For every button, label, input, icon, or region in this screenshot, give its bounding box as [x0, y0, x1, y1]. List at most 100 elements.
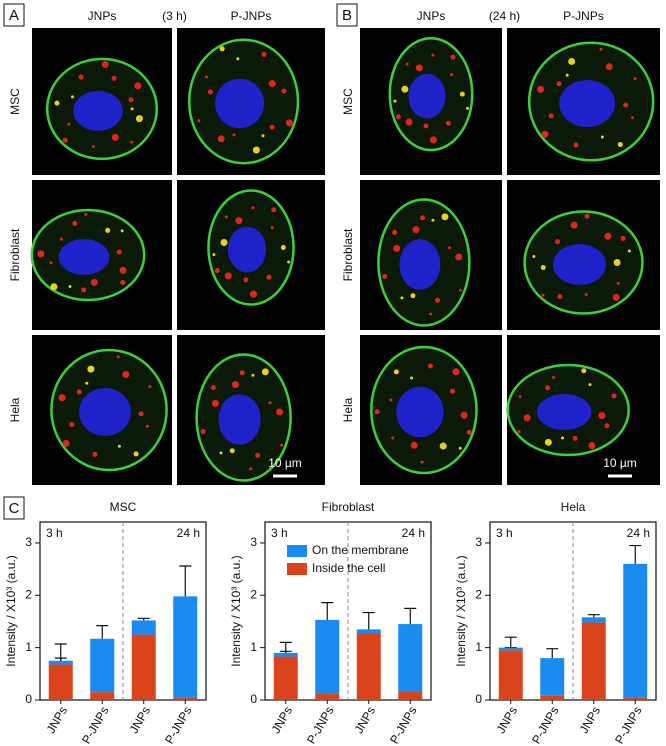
bar-segment	[173, 596, 198, 698]
particle	[217, 135, 225, 143]
error-bar	[404, 607, 417, 625]
legend-swatch	[287, 563, 307, 575]
particle	[450, 73, 454, 77]
particle	[449, 388, 455, 394]
particle	[545, 385, 551, 391]
particle	[120, 280, 126, 286]
error-bar	[587, 614, 600, 618]
particle	[251, 373, 255, 377]
particle	[518, 395, 522, 399]
particle	[211, 399, 219, 407]
particle	[207, 89, 213, 95]
particle	[87, 365, 95, 373]
particle	[92, 451, 98, 457]
particle	[537, 85, 545, 93]
particle	[281, 88, 287, 94]
particle	[268, 401, 272, 405]
particle	[401, 85, 409, 93]
annotation: 24 h	[402, 526, 425, 540]
particle	[427, 363, 433, 369]
particle	[420, 460, 424, 464]
particle	[49, 261, 53, 265]
y-tick-label: 0	[250, 692, 257, 706]
particle	[555, 239, 561, 245]
particle	[611, 393, 617, 399]
particle	[616, 282, 620, 286]
nucleus	[559, 79, 616, 128]
bar-segment	[623, 697, 648, 700]
particle	[548, 113, 554, 119]
particle	[423, 123, 429, 129]
annotation: 3 h	[496, 526, 513, 540]
error-bar	[279, 641, 292, 653]
y-axis-label: Intensity / X10³ (a.u.)	[229, 555, 243, 666]
particle	[556, 81, 562, 87]
particle	[561, 436, 565, 440]
particle	[415, 64, 423, 72]
particle	[50, 283, 58, 291]
particle	[54, 100, 60, 106]
error-bar	[362, 611, 375, 630]
particle	[392, 229, 398, 235]
bar-segment	[131, 620, 156, 635]
nucleus	[408, 73, 446, 119]
particle	[231, 381, 239, 389]
y-tick-label: 2	[250, 587, 257, 601]
panel-label: A	[9, 7, 19, 24]
annotation: 3 h	[271, 526, 288, 540]
particle	[130, 140, 134, 144]
legend-label: On the membrane	[312, 543, 409, 557]
row-label: Fibroblast	[8, 228, 22, 281]
particle	[62, 137, 68, 143]
particle	[523, 414, 531, 422]
y-tick-label: 2	[25, 587, 32, 601]
particle	[410, 441, 418, 449]
x-tick-label: P-JNPs	[612, 704, 644, 746]
particle	[431, 53, 435, 57]
particle	[598, 412, 606, 420]
particle	[232, 133, 236, 137]
particle	[116, 355, 120, 359]
chart-title: Hela	[561, 500, 586, 514]
particle	[210, 384, 216, 390]
nucleus	[58, 239, 110, 275]
particle	[37, 250, 45, 258]
particle	[540, 264, 546, 270]
particle	[105, 227, 111, 233]
particle	[604, 232, 612, 240]
scale-bar-label: 10 µm	[268, 456, 302, 470]
particle	[59, 237, 63, 241]
particle	[630, 116, 634, 120]
bar-segment	[131, 634, 156, 700]
particle	[84, 213, 88, 217]
particle	[400, 296, 404, 300]
nucleus	[215, 78, 265, 129]
particle	[532, 255, 536, 259]
column-label: P-JNPs	[231, 9, 272, 23]
particle	[280, 443, 284, 447]
particle	[604, 423, 610, 429]
particle	[145, 424, 149, 428]
panel-label-box	[3, 3, 25, 27]
y-tick-label: 2	[475, 587, 482, 601]
y-axis-label: Intensity / X10³ (a.u.)	[4, 555, 18, 666]
bar-segment	[90, 638, 115, 693]
panel-label: C	[9, 500, 20, 517]
x-tick-label: P-JNPs	[304, 704, 336, 746]
particle	[420, 215, 426, 221]
y-tick-label: 3	[475, 535, 482, 549]
annotation: 24 h	[627, 526, 650, 540]
bar-segment	[540, 695, 565, 700]
particle	[393, 99, 397, 103]
particle	[204, 75, 208, 79]
particle	[584, 293, 588, 297]
x-tick-label: JNPs	[269, 704, 295, 736]
particle	[269, 124, 275, 130]
error-bar	[321, 602, 334, 620]
nucleus	[73, 90, 123, 131]
particle	[138, 411, 144, 417]
legend-swatch	[287, 545, 307, 557]
bar-segment	[398, 691, 423, 700]
particle	[450, 54, 456, 60]
particle	[261, 51, 267, 57]
